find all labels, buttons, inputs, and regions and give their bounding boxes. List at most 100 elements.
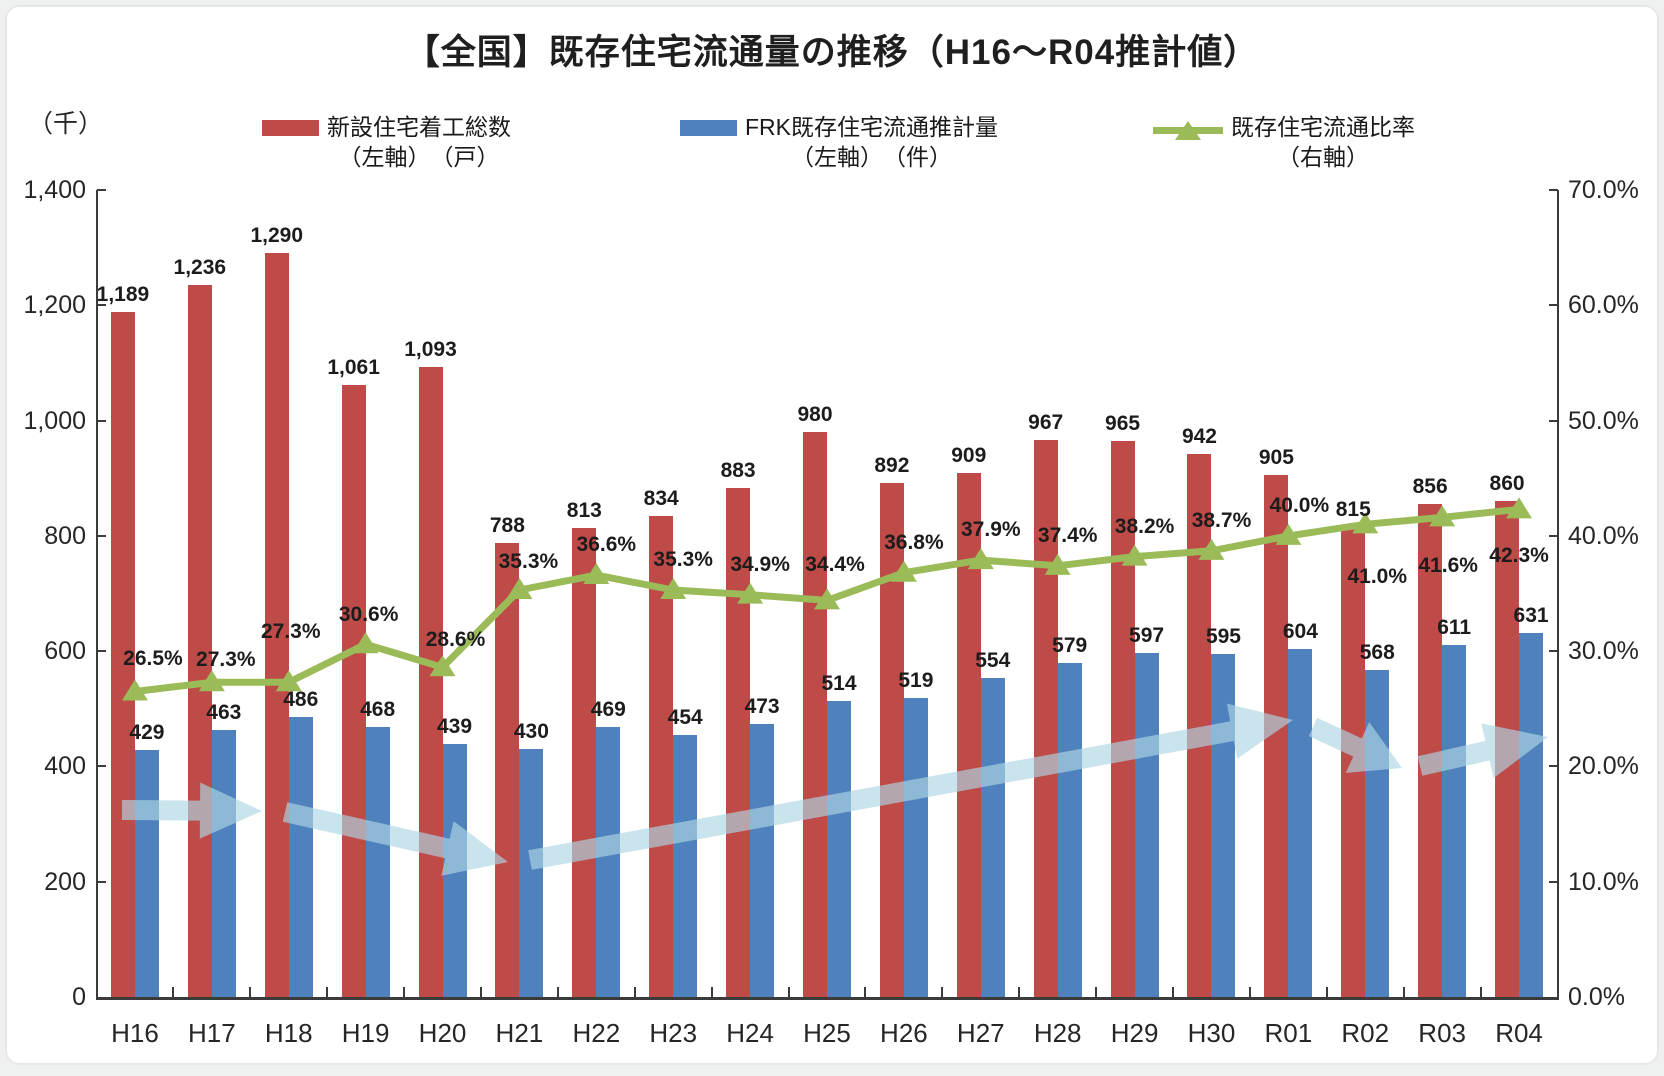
- page-title: 【全国】既存住宅流通量の推移（H16～R04推計値）: [404, 33, 1260, 72]
- bar-value-label-frk-existing: 430: [513, 720, 549, 744]
- ratio-percent-label: 38.7%: [1191, 508, 1252, 532]
- ratio-percent-label: 41.0%: [1347, 565, 1408, 589]
- bar-value-label-frk-existing: 469: [590, 697, 626, 721]
- right-axis-tick-label: 10.0%: [1568, 867, 1639, 896]
- bar-value-label-new-starts: 834: [643, 487, 679, 511]
- legend-label-new-starts: 新設住宅着工総数: [327, 114, 511, 140]
- bar-value-label-new-starts: 883: [720, 459, 756, 482]
- legend-sublabel-frk-existing: （左軸） （件）: [791, 144, 952, 170]
- x-axis-tick: [403, 987, 406, 997]
- left-axis-tick-label: 800: [44, 521, 86, 550]
- ratio-percent-label: 41.6%: [1418, 554, 1478, 578]
- left-axis-line: [95, 190, 98, 999]
- legend-sublabel-ratio: （右軸）: [1277, 144, 1369, 170]
- x-axis-category-label: H18: [264, 1018, 313, 1048]
- x-axis-category-label: H19: [341, 1018, 390, 1048]
- x-axis-tick: [1172, 987, 1175, 997]
- right-axis-tick-label: 0.0%: [1568, 983, 1625, 1011]
- bar-value-label-frk-existing: 468: [360, 698, 396, 722]
- left-axis-tick: [96, 304, 106, 307]
- x-axis-category-label: H21: [495, 1018, 544, 1048]
- x-axis-category-label: R01: [1264, 1018, 1313, 1048]
- x-axis-tick: [1248, 987, 1251, 997]
- legend-swatch-frk-existing: [680, 120, 737, 136]
- x-axis-tick: [249, 987, 252, 997]
- left-axis-tick: [96, 419, 106, 422]
- ratio-percent-label: 26.5%: [123, 647, 183, 671]
- legend-item-new-starts: 新設住宅着工総数 （左軸） （戸）: [262, 112, 511, 172]
- x-axis-tick: [172, 987, 175, 997]
- x-axis-category-label: H28: [1033, 1018, 1082, 1048]
- bar-value-label-new-starts: 967: [1028, 410, 1064, 434]
- right-axis-tick: [1548, 765, 1558, 768]
- left-axis-tick-label: 200: [44, 867, 86, 896]
- legend-item-frk-existing: FRK既存住宅流通推計量 （左軸） （件）: [680, 112, 998, 172]
- x-axis-category-label: H25: [803, 1018, 851, 1048]
- left-axis-tick-label: 1,200: [23, 291, 86, 320]
- x-axis-category-label: R03: [1418, 1018, 1467, 1048]
- x-axis-category-label: H30: [1187, 1018, 1236, 1048]
- right-axis-tick: [1548, 304, 1558, 307]
- left-axis-tick: [96, 189, 106, 191]
- left-axis-tick-label: 1,400: [23, 176, 86, 204]
- bar-value-label-frk-existing: 554: [975, 648, 1011, 672]
- bar-value-label-frk-existing: 604: [1282, 619, 1318, 643]
- x-axis-category-label: H27: [956, 1018, 1005, 1048]
- legend-sublabel-new-starts: （左軸） （戸）: [338, 144, 500, 170]
- x-axis-tick: [479, 987, 482, 997]
- bar-value-label-frk-existing: 611: [1437, 615, 1472, 639]
- bar-value-label-frk-existing: 631: [1513, 604, 1549, 628]
- x-axis-category-label: H22: [572, 1018, 621, 1048]
- x-axis-category-label: H29: [1110, 1018, 1159, 1048]
- ratio-percent-label: 35.3%: [498, 550, 559, 574]
- ratio-percent-label: 27.3%: [260, 620, 321, 644]
- x-axis-tick: [710, 987, 713, 997]
- x-axis-tick: [1325, 987, 1328, 997]
- bar-frk-existing-stock: [1519, 633, 1544, 997]
- left-axis-tick-label: 0: [72, 983, 86, 1011]
- bar-value-label-new-starts: 965: [1105, 411, 1141, 435]
- ratio-percent-label: 36.8%: [884, 530, 944, 554]
- x-axis-tick: [787, 987, 790, 997]
- x-axis-tick: [633, 987, 636, 997]
- legend-item-ratio: 既存住宅流通比率 （右軸）: [1153, 112, 1415, 172]
- ratio-percent-label: 34.4%: [805, 553, 865, 577]
- ratio-percent-label: 28.6%: [425, 628, 486, 652]
- bar-value-label-frk-existing: 439: [436, 714, 473, 738]
- left-axis-tick-label: 600: [44, 637, 86, 666]
- right-axis-tick-label: 30.0%: [1568, 637, 1639, 666]
- left-axis-tick: [96, 534, 106, 537]
- ratio-percent-label: 42.3%: [1489, 544, 1549, 568]
- right-axis-tick-label: 40.0%: [1568, 521, 1639, 550]
- ratio-percent-label: 37.4%: [1037, 523, 1098, 547]
- bar-value-label-frk-existing: 486: [283, 687, 319, 711]
- right-axis-line: [1556, 190, 1559, 999]
- legend-label-frk-existing: FRK既存住宅流通推計量: [745, 114, 998, 140]
- x-axis-line: [95, 997, 1559, 1000]
- bar-value-label-new-starts: 813: [566, 499, 602, 523]
- x-axis-tick: [1479, 987, 1482, 997]
- right-axis-tick-label: 60.0%: [1568, 291, 1639, 320]
- ratio-percent-label: 35.3%: [653, 548, 713, 572]
- left-axis-tick: [96, 765, 106, 768]
- right-axis-tick: [1548, 650, 1558, 653]
- x-axis-category-label: R04: [1495, 1018, 1543, 1048]
- ratio-percent-label: 36.6%: [576, 533, 637, 557]
- bar-value-label-frk-existing: 595: [1205, 625, 1241, 649]
- bar-value-label-new-starts: 1,189: [96, 282, 150, 306]
- right-axis-tick: [1548, 880, 1558, 883]
- bar-frk-existing-stock: [211, 730, 236, 997]
- x-axis-tick: [941, 987, 944, 997]
- x-axis-category-label: R02: [1341, 1018, 1390, 1048]
- left-axis-tick: [96, 880, 106, 883]
- right-axis-tick: [1548, 419, 1558, 422]
- bar-value-label-frk-existing: 519: [898, 668, 934, 692]
- bar-value-label-new-starts: 815: [1335, 498, 1371, 522]
- x-axis-category-label: H23: [649, 1018, 698, 1048]
- ratio-percent-label: 30.6%: [338, 603, 399, 627]
- bar-value-label-frk-existing: 568: [1359, 640, 1395, 664]
- legend-ratio-triangle-icon: [1175, 121, 1201, 140]
- x-axis-tick: [1018, 987, 1021, 997]
